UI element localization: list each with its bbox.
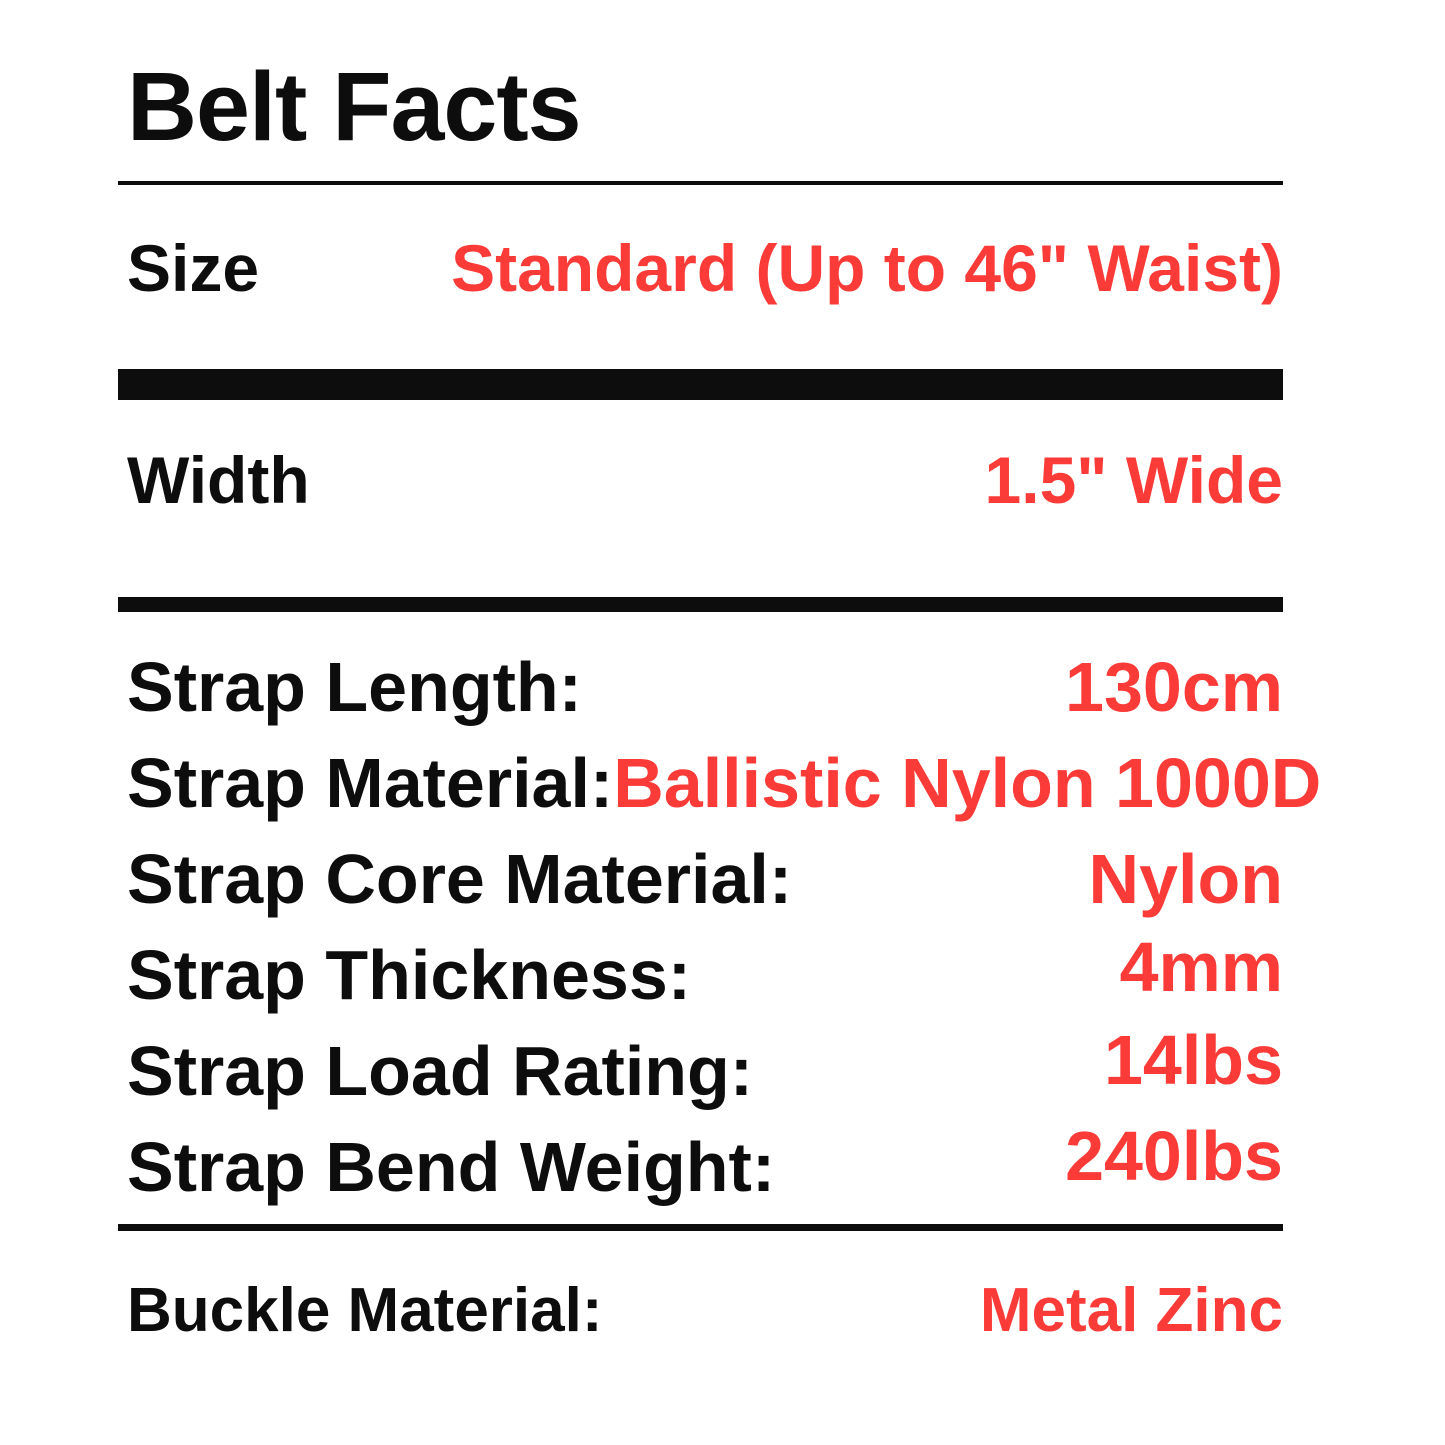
spec-value: 4mm (1119, 928, 1283, 1006)
spec-label: Strap Thickness: (127, 936, 692, 1014)
belt-facts-label: Belt Facts Size Standard (Up to 46" Wais… (118, 0, 1321, 1445)
label-title: Belt Facts (127, 52, 582, 161)
spec-value: 240lbs (1065, 1117, 1283, 1195)
spec-value: 14lbs (1104, 1021, 1283, 1099)
spec-value: 130cm (1065, 648, 1283, 726)
divider-thin-bottom (118, 1224, 1283, 1231)
width-value: 1.5" Wide (984, 443, 1283, 517)
size-row: Size Standard (Up to 46" Waist) (118, 235, 1283, 301)
spec-row-strap-load-rating: Strap Load Rating: 14lbs (118, 1025, 1283, 1132)
spec-label: Strap Bend Weight: (127, 1128, 776, 1206)
buckle-value: Metal Zinc (979, 1276, 1283, 1345)
spec-label: Strap Length: (127, 648, 582, 726)
spec-rows: Strap Length: 130cm Strap Material: Ball… (118, 652, 1321, 1228)
spec-row-strap-length: Strap Length: 130cm (118, 652, 1283, 748)
spec-row-strap-core-material: Strap Core Material: Nylon (118, 844, 1283, 940)
buckle-label: Buckle Material: (127, 1276, 603, 1345)
spec-row-strap-bend-weight: Strap Bend Weight: 240lbs (118, 1121, 1283, 1228)
size-value: Standard (Up to 46" Waist) (451, 231, 1283, 305)
spec-value: Nylon (1088, 840, 1283, 918)
buckle-row: Buckle Material: Metal Zinc (118, 1280, 1283, 1342)
spec-row-strap-thickness: Strap Thickness: 4mm (118, 932, 1283, 1036)
divider-thin-top (118, 181, 1283, 185)
spec-label: Strap Core Material: (127, 840, 793, 918)
spec-label: Strap Load Rating: (127, 1032, 754, 1110)
width-row: Width 1.5" Wide (118, 447, 1283, 513)
divider-bar-thick (118, 369, 1283, 400)
spec-row-strap-material: Strap Material: Ballistic Nylon 1000D (118, 744, 1321, 844)
width-label: Width (127, 443, 310, 517)
spec-value: Ballistic Nylon 1000D (613, 744, 1322, 822)
divider-bar-medium (118, 597, 1283, 612)
size-label: Size (127, 231, 260, 305)
spec-label: Strap Material: (127, 744, 614, 822)
